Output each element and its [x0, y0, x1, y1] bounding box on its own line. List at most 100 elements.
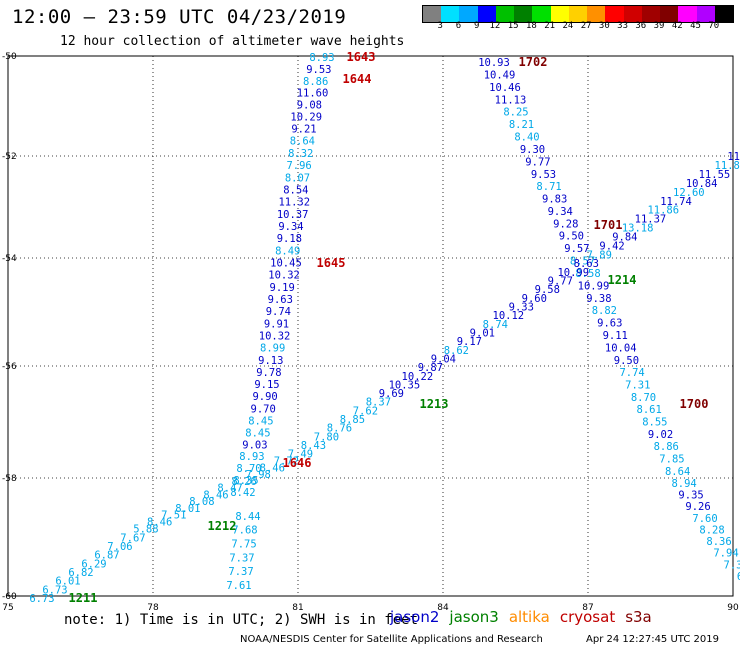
swh-value: 13.18 [622, 223, 654, 235]
swh-value: 9.01 [470, 327, 495, 339]
swh-value: 10.32 [268, 270, 300, 282]
swh-value: 7.94 [713, 548, 738, 560]
swh-value: 10.84 [686, 178, 718, 190]
swh-value: 7.60 [692, 513, 717, 525]
swh-value: 8.57 [570, 255, 595, 267]
swh-value: 11.13 [495, 94, 527, 106]
swh-value: 7.37 [228, 566, 253, 578]
swh-value: 9.60 [522, 293, 547, 305]
swh-value: 8.63 [574, 258, 599, 270]
swh-value: 8.25 [503, 107, 528, 119]
swh-value: 8.28 [699, 524, 724, 536]
swh-value: 7.62 [353, 405, 378, 417]
color-scale-tick: 45 [690, 21, 701, 31]
swh-value: 8.70 [631, 392, 656, 404]
swh-value: 9.18 [277, 233, 302, 245]
swh-value: 10.12 [493, 310, 525, 322]
color-swatch [587, 6, 606, 22]
swh-value: 9.17 [457, 336, 482, 348]
swh-value: 8.99 [260, 343, 285, 355]
swh-value: 8.47 [217, 483, 242, 495]
swh-value: 8.93 [239, 451, 264, 463]
color-scale-tick: 12 [489, 21, 501, 31]
color-scale-tick: 15 [507, 21, 519, 31]
swh-value: 11.8 [727, 151, 740, 163]
swh-value: 8.93 [309, 52, 334, 64]
pass-time-label: 1700 [680, 397, 709, 411]
swh-value: 9.33 [509, 301, 534, 313]
swh-value: 8.55 [642, 417, 667, 429]
swh-value: 10.99 [557, 267, 589, 279]
chart-title: 12:00 – 23:59 UTC 04/23/2019 [12, 6, 347, 28]
swh-value: 8.74 [483, 319, 508, 331]
satellite-legend-cryosat: cryosat [559, 608, 616, 626]
swh-value: 5.88 [133, 524, 158, 536]
color-scale-tick: 27 [580, 21, 592, 31]
swh-value: 8.46 [203, 489, 228, 501]
swh-value: 9.53 [531, 169, 556, 181]
color-scale-tick: 21 [544, 21, 556, 31]
swh-value: 10.35 [389, 379, 421, 391]
swh-value: 9.91 [264, 318, 289, 330]
swh-value: 7.75 [231, 539, 256, 551]
swh-value: 7.06 [107, 541, 132, 553]
swh-value: 7.61 [226, 580, 251, 592]
swh-value: 7.49 [288, 449, 313, 461]
lon-tick-label: 87 [582, 603, 593, 613]
swh-value: 8.58 [575, 268, 600, 280]
color-swatch [423, 6, 442, 22]
swh-value: 9.70 [251, 403, 276, 415]
swh-value: 7.72 [274, 456, 299, 468]
swh-value: 10.99 [578, 280, 610, 292]
swh-value: 8.86 [654, 441, 679, 453]
color-scale-tick: 6 [455, 21, 462, 31]
color-swatch [568, 6, 588, 22]
credit-line: NOAA/NESDIS Center for Satellite Applica… [240, 634, 543, 645]
swh-value: 7.67 [120, 532, 145, 544]
swh-value: 9.38 [586, 293, 611, 305]
swh-value: 6.73 [29, 593, 54, 605]
swh-value: 8.49 [275, 245, 300, 257]
swh-value: 8.70 [236, 463, 261, 475]
color-scale-tick: 9 [473, 21, 480, 31]
swh-value: 9.63 [268, 294, 293, 306]
pass-time-label: 1643 [347, 50, 376, 64]
swh-value: 8.86 [303, 76, 328, 88]
swh-value: 8.64 [665, 466, 690, 478]
color-scale-tick: 70 [708, 21, 720, 31]
color-scale-tick: 36 [635, 21, 647, 31]
swh-value: 8.64 [290, 136, 315, 148]
swh-value: 9.69 [379, 388, 404, 400]
color-swatch [714, 6, 733, 22]
swh-value: 8.94 [671, 478, 696, 490]
pass-time-label: 1213 [420, 397, 449, 411]
color-scale-tick: 3 [437, 21, 443, 31]
swh-value: 9.77 [525, 156, 550, 168]
swh-value: 10.04 [605, 343, 637, 355]
map-frame [7, 55, 734, 597]
swh-value: 7.89 [587, 249, 612, 261]
swh-value: 9.90 [252, 391, 277, 403]
swh-value: 8.21 [509, 119, 534, 131]
color-scale-ticks: 3 6 9 12 15 18 21 24 27 30 33 36 39 42 45 70 [422, 21, 734, 35]
color-swatch [641, 6, 661, 22]
color-swatch [495, 6, 515, 22]
swh-value: 6.29 [81, 558, 106, 570]
swh-value: 8.46 [147, 516, 172, 528]
swh-value: 7.37 [229, 552, 254, 564]
swh-value: 11.55 [699, 169, 731, 181]
pass-time-label: 1211 [69, 591, 98, 605]
lat-tick-label: -56 [2, 362, 17, 372]
swh-value: 8.45 [248, 415, 273, 427]
swh-value: 6.82 [68, 567, 93, 579]
pass-time-label: 1645 [317, 256, 346, 270]
swh-value: 8.37 [366, 397, 391, 409]
swh-value: 10.22 [402, 371, 434, 383]
swh-value: 7.68 [232, 525, 257, 537]
lat-tick-label: -60 [2, 592, 17, 602]
lon-tick-label: 90 [727, 603, 739, 613]
swh-value: 9.08 [297, 100, 322, 112]
color-swatch [532, 6, 551, 22]
swh-value: 8.43 [301, 440, 326, 452]
